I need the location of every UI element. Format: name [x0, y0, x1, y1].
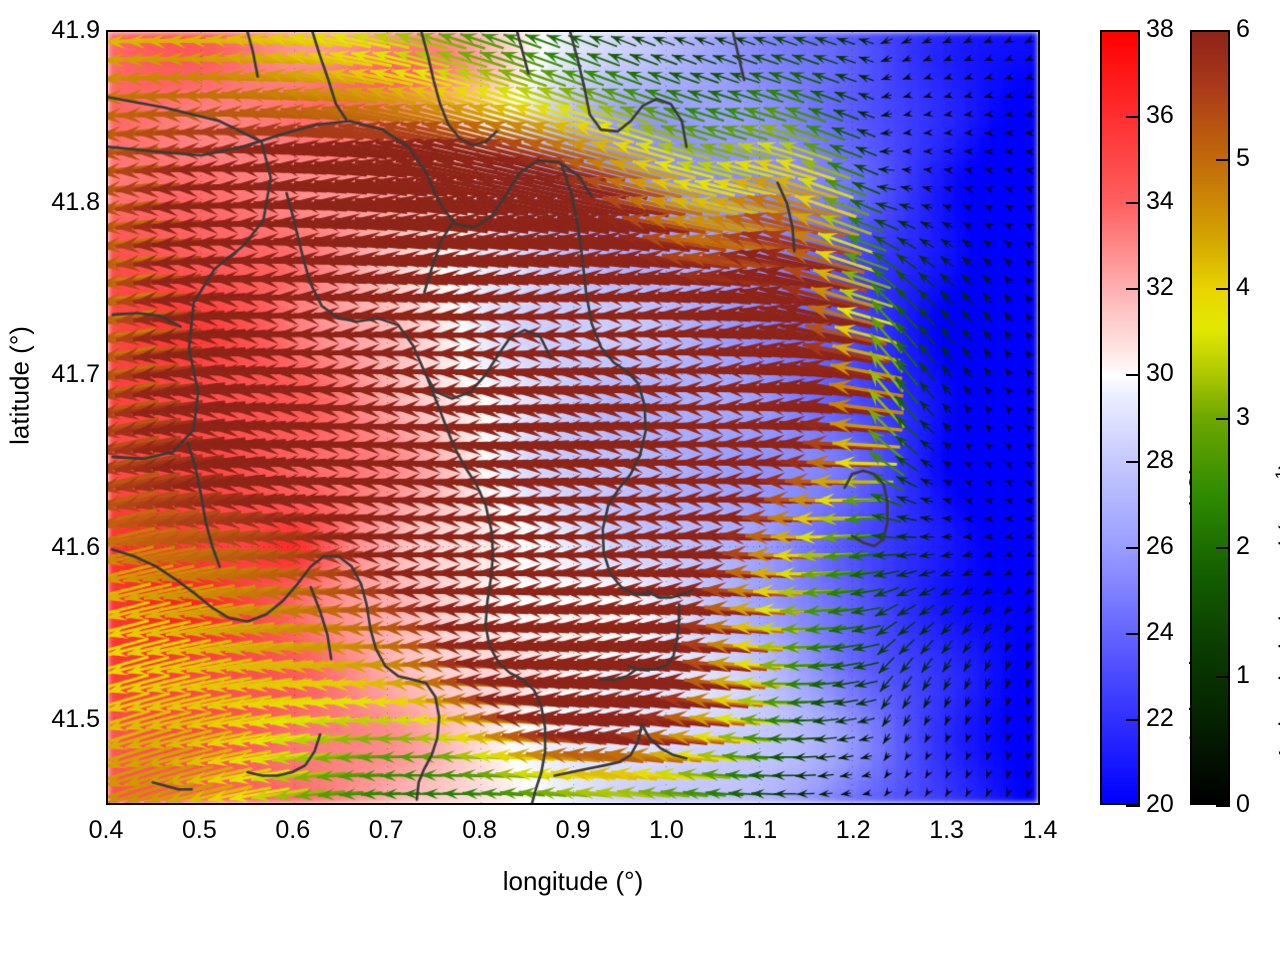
x-axis-tick-label: 1.4	[1022, 816, 1058, 844]
colorbar-tick-label: 28	[1146, 445, 1174, 474]
x-axis-tick-label: 1.3	[929, 816, 964, 844]
colorbar-wind-title-main: 1stlevel-wind speed (m s	[1274, 485, 1280, 760]
x-axis-tick-label: 1.2	[835, 816, 871, 844]
colorbar-wind-title-close: )	[1274, 461, 1280, 469]
plot-area	[106, 30, 1040, 805]
colorbar-tick-mark	[1216, 805, 1230, 807]
colorbar-wind-speed-title: 1stlevel-wind speed (m s-1)	[1272, 461, 1280, 760]
colorbar-tick-label: 34	[1146, 187, 1174, 216]
y-axis-tick-label: 41.7	[51, 360, 100, 389]
x-axis-tick-label: 1.1	[742, 816, 778, 844]
colorbar-tick-label: 32	[1146, 273, 1174, 302]
colorbar-tick-label: 38	[1146, 15, 1174, 43]
colorbar-tick-mark	[1126, 805, 1140, 807]
colorbar-tick-label: 1	[1236, 660, 1250, 689]
colorbar-tick-label: 3	[1236, 402, 1250, 431]
y-axis-tick-label: 41.6	[51, 532, 100, 561]
x-axis-tick-label: 0.6	[275, 816, 311, 844]
x-axis-tick-label: 0.8	[462, 816, 497, 844]
colorbar-tick-label: 24	[1146, 617, 1174, 646]
x-axis-title: longitude (°)	[502, 866, 644, 896]
colorbar-tick-label: 26	[1146, 531, 1174, 560]
colorbar-tick-label: 0	[1236, 790, 1250, 818]
colorbar-wind-speed-labels: 6 5 4 3 2 1 0	[1236, 17, 1280, 817]
y-axis-tick-label: 41.5	[51, 704, 100, 733]
y-axis-tick-label: 41.9	[51, 16, 100, 44]
colorbar-tick-label: 20	[1146, 790, 1174, 818]
colorbar-tick-label: 5	[1236, 144, 1250, 173]
x-axis-tick-label: 0.5	[182, 816, 217, 844]
x-axis-tick-label: 0.9	[555, 816, 591, 844]
y-axis-tick-labels: 41.9 41.8 41.7 41.6 41.5	[16, 0, 100, 960]
colorbar-wind-speed	[1190, 30, 1230, 805]
colorbar-tick-label: 2	[1236, 531, 1250, 560]
x-axis-tick-label: 0.4	[88, 816, 124, 844]
x-axis-tick-labels: 0.4 0.5 0.6 0.7 0.8 0.9 1.0 1.1 1.2 1.3 1.4	[0, 818, 1280, 852]
colorbar-tick-label: 6	[1236, 15, 1250, 43]
y-axis-title: latitude (°)	[4, 326, 35, 445]
colorbar-tick-label: 22	[1146, 703, 1174, 732]
colorbar-temperature-labels: 38 36 34 32 30 28 26 24 22 20	[1146, 17, 1196, 817]
colorbar-tick-label: 36	[1146, 101, 1174, 130]
x-axis-tick-label: 1.0	[649, 816, 684, 844]
coastline-contour-layer	[108, 32, 1038, 803]
colorbar-tick-label: 30	[1146, 359, 1174, 388]
colorbar-tick-label: 4	[1236, 273, 1250, 302]
colorbar-wind-title-exponent: -1	[1272, 469, 1280, 485]
colorbar-temperature	[1100, 30, 1140, 805]
x-axis-tick-label: 0.7	[368, 816, 404, 844]
y-axis-tick-label: 41.8	[51, 188, 100, 217]
